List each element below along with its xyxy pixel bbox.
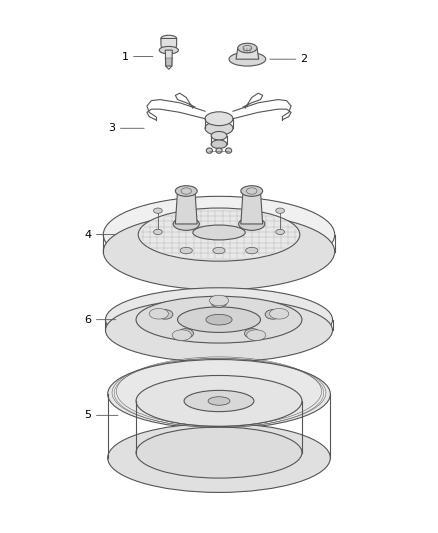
Ellipse shape [229, 52, 266, 66]
Ellipse shape [247, 330, 266, 341]
Text: 2: 2 [300, 54, 308, 64]
Ellipse shape [206, 148, 212, 154]
Text: 1: 1 [122, 52, 129, 61]
Ellipse shape [208, 397, 230, 405]
Ellipse shape [206, 314, 232, 325]
Ellipse shape [211, 132, 227, 140]
Ellipse shape [241, 185, 263, 196]
Ellipse shape [153, 208, 162, 213]
Ellipse shape [193, 225, 245, 240]
Ellipse shape [211, 298, 227, 308]
Ellipse shape [159, 46, 178, 54]
Ellipse shape [136, 375, 302, 426]
Polygon shape [175, 191, 197, 224]
Ellipse shape [246, 247, 258, 254]
Ellipse shape [103, 213, 335, 290]
Ellipse shape [175, 185, 197, 196]
Polygon shape [241, 191, 263, 224]
Ellipse shape [213, 247, 225, 254]
Ellipse shape [265, 310, 281, 319]
Polygon shape [236, 48, 259, 59]
Ellipse shape [172, 330, 191, 341]
Ellipse shape [239, 217, 265, 230]
Polygon shape [165, 50, 172, 66]
Ellipse shape [184, 390, 254, 411]
Ellipse shape [238, 43, 257, 53]
Ellipse shape [136, 427, 302, 478]
Text: 6: 6 [85, 314, 92, 325]
Ellipse shape [138, 208, 300, 261]
Ellipse shape [178, 329, 194, 338]
Ellipse shape [177, 307, 261, 333]
Ellipse shape [108, 360, 330, 429]
Ellipse shape [161, 35, 177, 42]
Ellipse shape [136, 296, 302, 343]
Ellipse shape [244, 329, 260, 338]
Ellipse shape [106, 298, 332, 362]
Ellipse shape [205, 112, 233, 126]
Ellipse shape [103, 196, 335, 273]
Ellipse shape [173, 217, 199, 230]
Ellipse shape [149, 309, 168, 319]
Polygon shape [161, 38, 177, 49]
Ellipse shape [153, 229, 162, 235]
Ellipse shape [205, 122, 233, 135]
Ellipse shape [108, 423, 330, 492]
Text: 3: 3 [109, 123, 116, 133]
Ellipse shape [226, 148, 232, 154]
Ellipse shape [209, 295, 229, 306]
Ellipse shape [276, 229, 285, 235]
Ellipse shape [211, 140, 227, 149]
Ellipse shape [157, 310, 173, 319]
Ellipse shape [106, 288, 332, 352]
Text: 4: 4 [85, 230, 92, 240]
Ellipse shape [276, 208, 285, 213]
Ellipse shape [270, 309, 289, 319]
Ellipse shape [180, 247, 192, 254]
Text: 5: 5 [85, 410, 92, 421]
Ellipse shape [216, 148, 222, 154]
